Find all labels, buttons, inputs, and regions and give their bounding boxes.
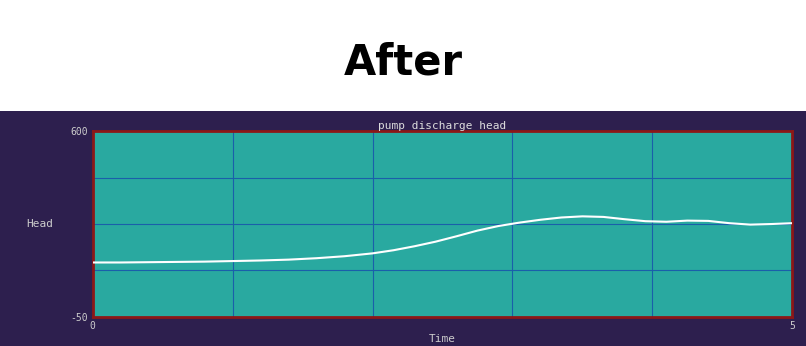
- X-axis label: Time: Time: [429, 334, 456, 344]
- Y-axis label: Head: Head: [26, 219, 53, 229]
- Title: pump discharge head: pump discharge head: [378, 121, 507, 131]
- Text: After: After: [343, 42, 463, 83]
